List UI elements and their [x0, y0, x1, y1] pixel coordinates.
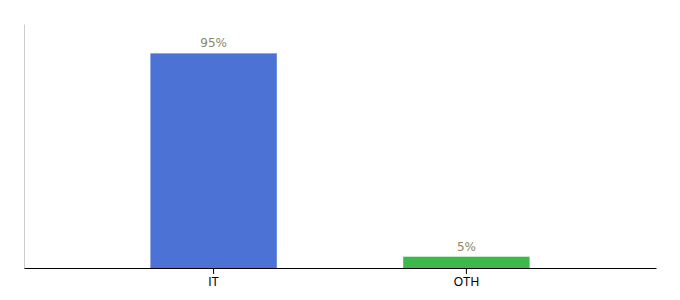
y-axis-line [24, 25, 25, 269]
y-axis [24, 25, 25, 269]
bar [150, 53, 276, 268]
x-tick-label: OTH [454, 275, 479, 289]
x-tick-mark [466, 268, 467, 274]
x-axis: IT OTH [25, 268, 657, 289]
data-label: 95% [200, 36, 227, 50]
plot-area: IT OTH 95% 5% [25, 25, 657, 289]
bar [403, 257, 529, 268]
x-tick-mark [213, 268, 214, 274]
bars [150, 53, 529, 268]
x-tick-label: IT [208, 275, 219, 289]
x-tick: IT [208, 268, 219, 289]
chart: IT OTH 95% 5% [0, 0, 680, 300]
x-axis-line [25, 268, 657, 269]
x-tick: OTH [454, 268, 479, 289]
data-label: 5% [457, 240, 476, 254]
data-labels: 95% 5% [200, 36, 476, 253]
